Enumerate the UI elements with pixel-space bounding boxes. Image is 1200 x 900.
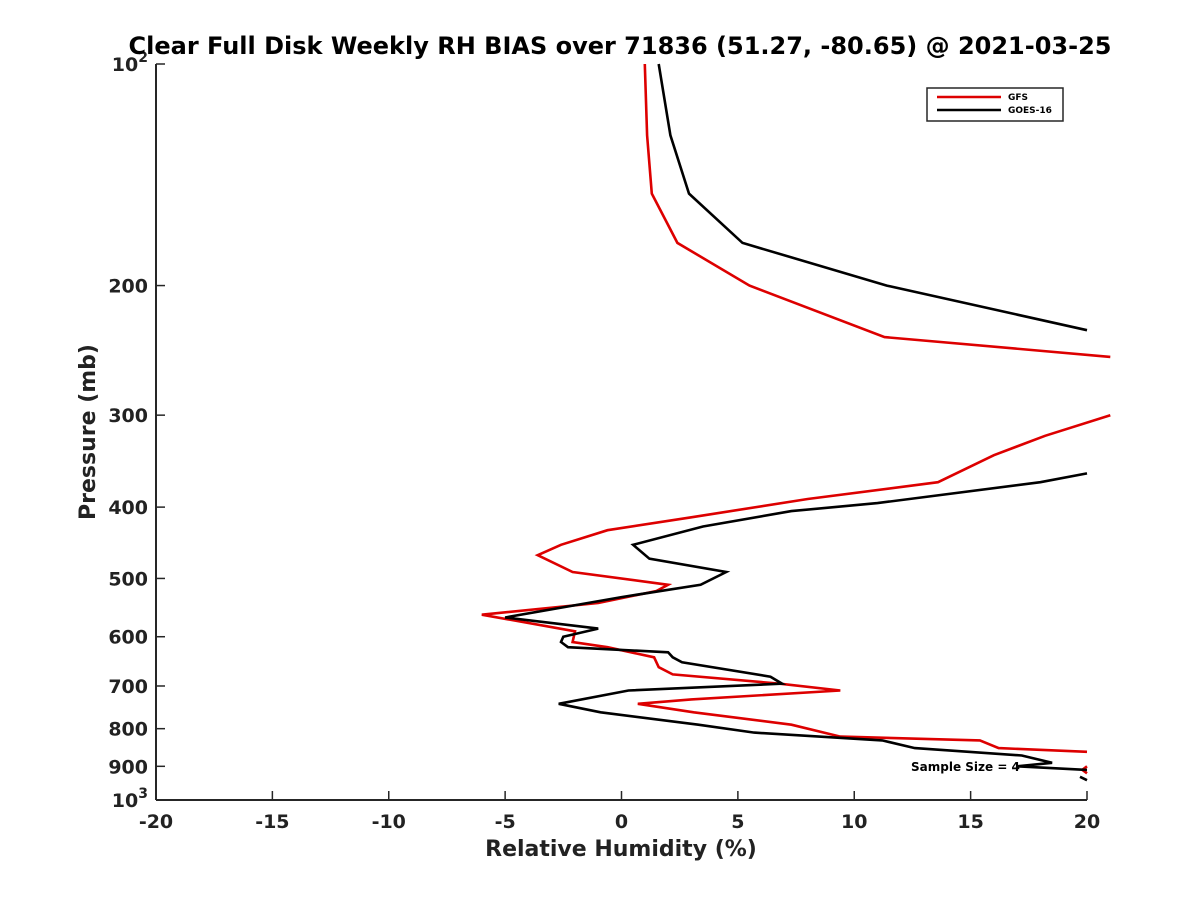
- series-line-gfs-1: [481, 413, 1111, 754]
- x-tick-label: 20: [1074, 811, 1100, 833]
- y-tick-label: 400: [108, 497, 148, 519]
- legend-label-goes16: GOES-16: [1008, 106, 1052, 116]
- sample-size-annotation: Sample Size = 4: [911, 760, 1020, 774]
- ticks-layer: -20 -15 -10 -5 0 5 10 15 20102200300400500600700…: [108, 50, 1100, 833]
- y-tick-label: 200: [108, 276, 148, 298]
- legend: GFS GOES-16: [926, 87, 1064, 122]
- y-tick-label: 900: [108, 756, 148, 778]
- x-tick-label: 15: [957, 811, 983, 833]
- y-tick-label-exponent: 2: [138, 50, 148, 66]
- series-layer: [481, 63, 1111, 782]
- y-tick-label: 300: [108, 405, 148, 427]
- y-tick-label: 102: [112, 50, 148, 76]
- y-tick-label-base: 10: [112, 54, 138, 76]
- x-tick-label: 5: [731, 811, 744, 833]
- y-tick-label-exponent: 3: [138, 786, 148, 802]
- series-line-goes16-2: [1079, 775, 1088, 782]
- x-tick-label: -5: [495, 811, 516, 833]
- x-tick-label: -10: [372, 811, 406, 833]
- y-tick-label: 600: [108, 627, 148, 649]
- y-tick-label: 500: [108, 568, 148, 590]
- x-tick-label: 0: [615, 811, 628, 833]
- y-axis-label: Pressure (mb): [76, 344, 101, 520]
- y-tick-label: 800: [108, 719, 148, 741]
- series-line-goes16-0: [657, 63, 1088, 332]
- x-tick-label: 10: [841, 811, 867, 833]
- series-line-gfs-0: [643, 63, 1111, 359]
- legend-label-gfs: GFS: [1008, 93, 1028, 103]
- x-axis-label: Relative Humidity (%): [485, 837, 757, 862]
- x-tick-label: -20: [139, 811, 173, 833]
- legend-box: [926, 87, 1064, 122]
- y-tick-label-base: 10: [112, 790, 138, 812]
- series-line-goes16-1: [504, 472, 1088, 772]
- chart-title: Clear Full Disk Weekly RH BIAS over 7183…: [129, 32, 1112, 60]
- x-tick-label: -15: [255, 811, 289, 833]
- y-tick-label: 103: [112, 786, 148, 812]
- y-tick-label: 700: [108, 676, 148, 698]
